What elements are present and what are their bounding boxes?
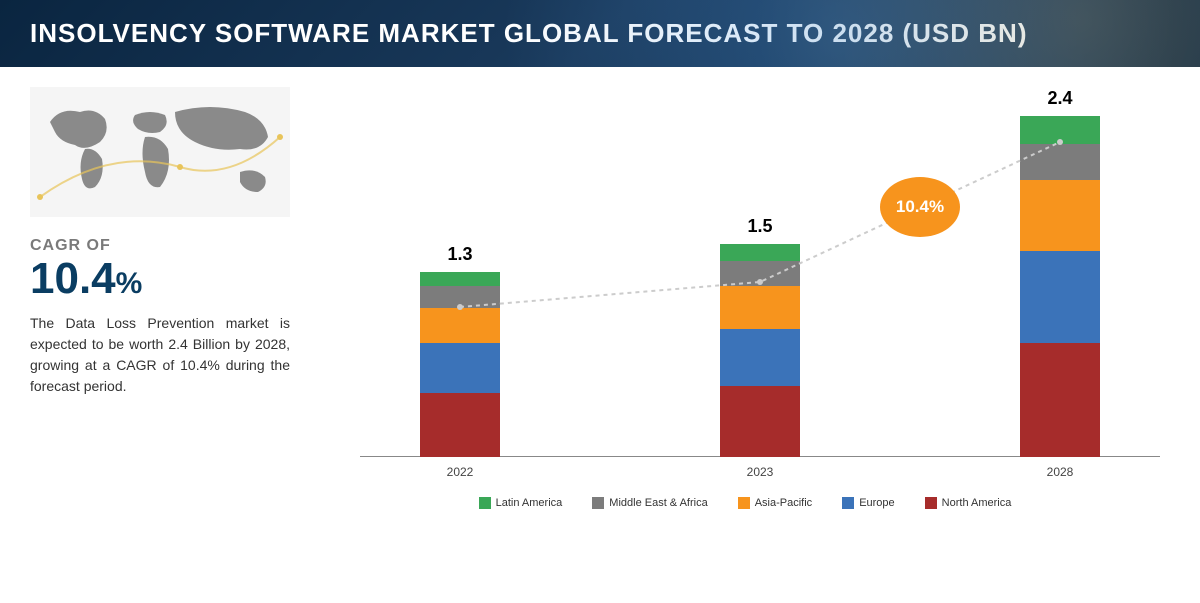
content-row: CAGR OF 10.4% The Data Loss Prevention m… (0, 67, 1200, 603)
bar-seg-north-america (720, 386, 800, 457)
bar-seg-middle-east-africa (1020, 144, 1100, 180)
cagr-value: 10.4 (30, 254, 116, 303)
legend: Latin America Middle East & Africa Asia-Pa… (320, 497, 1170, 509)
bar-2023: 1.5 (720, 244, 800, 457)
bar-x-label: 2028 (1020, 465, 1100, 479)
legend-swatch (925, 497, 937, 509)
header-banner: INSOLVENCY SOFTWARE MARKET GLOBAL FORECA… (0, 0, 1200, 67)
legend-swatch (592, 497, 604, 509)
legend-swatch (738, 497, 750, 509)
legend-item-north-america: North America (925, 497, 1012, 509)
bar-seg-latin-america (720, 244, 800, 261)
bar-x-label: 2023 (720, 465, 800, 479)
bar-total-label: 2.4 (1020, 88, 1100, 109)
bar-2022: 1.3 (420, 272, 500, 457)
bar-seg-middle-east-africa (420, 286, 500, 307)
bar-seg-north-america (420, 393, 500, 457)
page-title: INSOLVENCY SOFTWARE MARKET GLOBAL FORECA… (30, 18, 1028, 48)
left-panel: CAGR OF 10.4% The Data Loss Prevention m… (0, 67, 310, 603)
left-description: The Data Loss Prevention market is expec… (30, 313, 290, 397)
legend-label: Latin America (496, 497, 563, 509)
cagr-pct: % (116, 267, 143, 300)
legend-item-asia-pacific: Asia-Pacific (738, 497, 812, 509)
bar-seg-asia-pacific (1020, 180, 1100, 251)
bar-seg-latin-america (1020, 116, 1100, 144)
bar-total-label: 1.3 (420, 244, 500, 265)
world-map (30, 87, 290, 217)
legend-item-europe: Europe (842, 497, 894, 509)
legend-swatch (479, 497, 491, 509)
bar-seg-north-america (1020, 343, 1100, 457)
bar-seg-europe (420, 343, 500, 393)
bar-x-label: 2022 (420, 465, 500, 479)
cagr-value-row: 10.4% (30, 255, 290, 303)
bar-seg-asia-pacific (720, 286, 800, 329)
cagr-bubble-text: 10.4% (896, 197, 944, 217)
cagr-label: CAGR OF (30, 237, 290, 255)
legend-item-latin-america: Latin America (479, 497, 563, 509)
bar-seg-latin-america (420, 272, 500, 286)
legend-label: Middle East & Africa (609, 497, 707, 509)
bar-seg-europe (1020, 251, 1100, 344)
bar-total-label: 1.5 (720, 216, 800, 237)
chart-area: 10.4% 1.3 2022 1.5 2023 2.4 2028 (340, 87, 1170, 487)
bar-2028: 2.4 (1020, 116, 1100, 458)
legend-item-middle-east-africa: Middle East & Africa (592, 497, 707, 509)
bar-seg-middle-east-africa (720, 261, 800, 287)
chart-panel: 10.4% 1.3 2022 1.5 2023 2.4 2028 Latin Americ… (310, 67, 1200, 603)
cagr-bubble: 10.4% (880, 177, 960, 237)
bar-seg-asia-pacific (420, 308, 500, 344)
bar-seg-europe (720, 329, 800, 386)
legend-label: Europe (859, 497, 894, 509)
legend-label: Asia-Pacific (755, 497, 812, 509)
legend-swatch (842, 497, 854, 509)
legend-label: North America (942, 497, 1012, 509)
